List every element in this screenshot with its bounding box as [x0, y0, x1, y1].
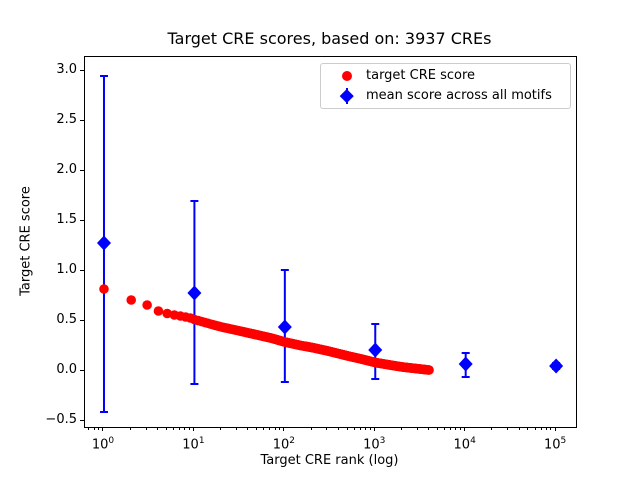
- x-tick-label: 103: [363, 436, 386, 453]
- y-major-tick: [80, 319, 84, 321]
- x-minor-tick: [527, 427, 529, 430]
- x-major-tick: [373, 427, 375, 431]
- target-score-dot: [424, 365, 434, 375]
- x-minor-tick: [507, 427, 509, 430]
- x-minor-tick: [256, 427, 258, 430]
- x-tick-label: 100: [91, 436, 115, 453]
- y-tick-label: 1.0: [56, 262, 77, 277]
- x-minor-tick: [450, 427, 452, 430]
- x-minor-tick: [491, 427, 493, 430]
- x-minor-tick: [165, 427, 167, 430]
- x-minor-tick: [416, 427, 418, 430]
- y-tick-label: 3.0: [56, 62, 77, 77]
- mean-diamond-marker: [96, 235, 111, 251]
- x-minor-tick: [310, 427, 312, 430]
- x-minor-tick: [444, 427, 446, 430]
- y-major-tick: [80, 419, 84, 421]
- mean-diamond-marker: [368, 342, 383, 358]
- legend-label: mean score across all motifs: [366, 88, 552, 103]
- x-minor-tick: [545, 427, 547, 430]
- y-major-tick: [80, 369, 84, 371]
- x-minor-tick: [326, 427, 328, 430]
- y-major-tick: [80, 69, 84, 71]
- x-minor-tick: [279, 427, 281, 430]
- x-major-tick: [283, 427, 285, 431]
- y-major-tick: [80, 169, 84, 171]
- y-axis-label: Target CRE score: [18, 186, 34, 296]
- target-score-dot: [99, 284, 109, 294]
- chart-title: Target CRE scores, based on: 3937 CREs: [167, 29, 492, 48]
- x-minor-tick: [247, 427, 249, 430]
- y-major-tick: [80, 119, 84, 121]
- x-minor-tick: [364, 427, 366, 430]
- target-score-dot: [153, 306, 164, 316]
- x-minor-tick: [236, 427, 238, 430]
- plot-area: [84, 56, 577, 428]
- y-tick-label: 0.5: [56, 312, 77, 327]
- x-minor-tick: [88, 427, 90, 430]
- legend-item-target-cre-score: target CRE score: [321, 66, 570, 86]
- x-minor-tick: [455, 427, 457, 430]
- x-major-tick: [192, 427, 194, 431]
- y-tick-label: 0.0: [56, 362, 77, 377]
- chart-canvas: [96, 75, 564, 413]
- x-minor-tick: [460, 427, 462, 430]
- legend-item-mean-score: mean score across all motifs: [321, 86, 570, 106]
- x-major-tick: [464, 427, 466, 431]
- x-tick-label: 105: [543, 436, 567, 453]
- x-tick-label: 104: [453, 436, 476, 453]
- x-minor-tick: [220, 427, 222, 430]
- legend: target CRE score mean score across all m…: [320, 63, 571, 109]
- x-minor-tick: [263, 427, 265, 430]
- x-minor-tick: [359, 427, 361, 430]
- x-axis-label: Target CRE rank (log): [260, 453, 399, 468]
- x-minor-tick: [129, 427, 131, 430]
- x-minor-tick: [145, 427, 147, 430]
- x-minor-tick: [184, 427, 186, 430]
- x-minor-tick: [550, 427, 552, 430]
- x-minor-tick: [188, 427, 190, 430]
- x-minor-tick: [400, 427, 402, 430]
- x-minor-tick: [540, 427, 542, 430]
- mean-diamond-marker: [277, 319, 292, 335]
- y-major-tick: [80, 219, 84, 221]
- x-tick-label: 101: [182, 436, 205, 453]
- x-minor-tick: [534, 427, 536, 430]
- red-circle-marker-icon: [342, 71, 357, 86]
- y-tick-label: 2.0: [56, 162, 77, 177]
- mean-diamond-marker: [458, 356, 473, 372]
- x-minor-tick: [337, 427, 339, 430]
- target-score-dot: [142, 300, 152, 310]
- x-minor-tick: [98, 427, 100, 430]
- x-major-tick: [102, 427, 104, 431]
- x-minor-tick: [436, 427, 438, 430]
- y-major-tick: [80, 269, 84, 271]
- x-major-tick: [554, 427, 556, 431]
- target-score-dot: [162, 308, 172, 319]
- mean-diamond-marker: [549, 358, 564, 374]
- mean-diamond-marker: [187, 285, 202, 301]
- x-minor-tick: [172, 427, 174, 430]
- x-minor-tick: [346, 427, 348, 430]
- x-minor-tick: [93, 427, 95, 430]
- x-minor-tick: [369, 427, 371, 430]
- legend-label: target CRE score: [366, 68, 476, 83]
- x-minor-tick: [518, 427, 520, 430]
- x-minor-tick: [269, 427, 271, 430]
- x-minor-tick: [156, 427, 158, 430]
- y-tick-label: 2.5: [56, 112, 77, 127]
- x-tick-label: 102: [272, 436, 295, 453]
- x-minor-tick: [274, 427, 276, 430]
- target-score-dot: [126, 295, 137, 305]
- y-tick-label: −0.5: [45, 412, 77, 427]
- y-tick-label: 1.5: [56, 212, 77, 227]
- x-minor-tick: [428, 427, 430, 430]
- x-minor-tick: [178, 427, 180, 430]
- x-minor-tick: [353, 427, 355, 430]
